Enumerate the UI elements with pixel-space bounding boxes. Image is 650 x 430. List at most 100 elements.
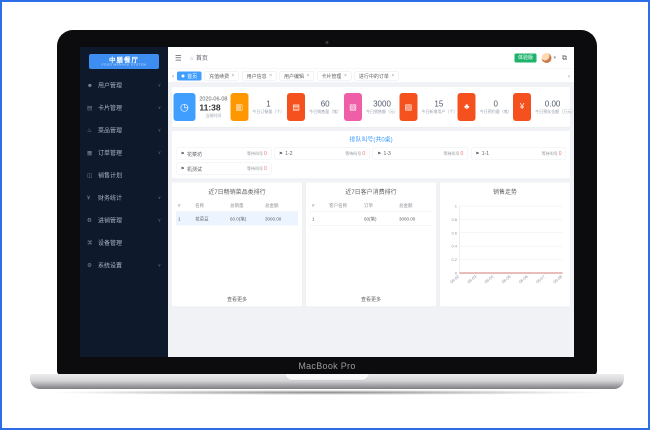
close-icon[interactable]: × — [343, 73, 347, 79]
chevron-down-icon: ∨ — [157, 217, 161, 223]
laptop-notch — [285, 374, 369, 381]
queue-cell: ⚑ 1-1 等待叫号 0 — [470, 147, 566, 160]
breadcrumb[interactable]: 首页 — [195, 54, 208, 62]
queue-cell: ⚑ 1-3 等待叫号 0 — [372, 147, 468, 160]
sidebar-item-finance[interactable]: ¥ 财务统计 ∨ — [87, 194, 161, 202]
svg-text:06-07: 06-07 — [535, 273, 547, 284]
home-icon: ⌂ — [189, 54, 194, 62]
sidebar-item-cards[interactable]: ▤ 卡片管理 ∨ — [87, 104, 161, 112]
queue-panel: 排队叫号(共0桌) ⚑ 花菜坊 等待叫号 0 ⚑ 1-2 等待叫号 0 ⚑ 1-3 等待叫号 0 … — [172, 131, 570, 179]
svg-text:0: 0 — [455, 271, 458, 276]
dish-rank-table: # 名称 总销量 总金额 1 花菜豆 60.0(笔) — [176, 199, 298, 226]
dish-rank-card: 近7日畅销菜品类排行 # 名称 总销量 总金额 1 — [172, 182, 302, 307]
close-icon[interactable]: × — [269, 73, 273, 79]
finance-icon: ¥ — [87, 194, 91, 201]
tab-user-info[interactable]: 用户信息 × — [242, 71, 277, 81]
macbook-label: MacBook Pro — [298, 361, 356, 371]
svg-text:06-04: 06-04 — [483, 273, 495, 284]
tab-card-manage[interactable]: 卡片管理 × — [316, 71, 352, 81]
close-icon[interactable]: × — [306, 73, 310, 79]
tag-icon: ⚑ — [475, 150, 480, 156]
chevron-down-icon: ∨ — [157, 105, 161, 110]
sales-icon: ◫ — [87, 172, 93, 179]
topbar: ☰ ⌂ 首页 体验版 ▾ ⧉ — [168, 47, 574, 69]
user-icon: ☻ — [87, 82, 93, 89]
sidebar-item-supply[interactable]: ♻ 进销管理 ∨ — [87, 217, 161, 224]
yuan-icon: ¥ — [513, 93, 532, 121]
tab-user-edit[interactable]: 用户编辑 × — [279, 71, 314, 81]
card-icon: ▤ — [87, 105, 93, 111]
dish-icon: ♨ — [87, 127, 92, 134]
active-dot — [181, 74, 185, 78]
tab-ongoing-orders[interactable]: 进行中的订单 × — [354, 71, 399, 81]
svg-text:0.8: 0.8 — [451, 217, 457, 222]
new-user-icon: ▨ — [399, 93, 418, 121]
app-title: 中膳餐厅 — [108, 56, 139, 64]
sidebar-item-settings[interactable]: ⚙ 系统设置 ∨ — [87, 262, 161, 269]
receipt-icon: ▤ — [287, 93, 306, 121]
close-icon[interactable]: × — [391, 73, 395, 79]
stat-deposit: ¥ 0.00 今日预存金额（万元） — [513, 93, 574, 121]
stat-reservations: ♣ 0 今日预约量（笔） — [456, 93, 513, 121]
status-badge: 体验版 — [514, 53, 537, 63]
stat-sales-count: ▤ 60 今日销售量（笔） — [286, 93, 343, 121]
customer-rank-table: # 客户名称 订单 总金额 1 60(笔) — [310, 199, 432, 226]
laptop-screen: 中膳餐厅 FOOD MANAGE SYSTEM ☻ 用户管理 ∨ ▤ 卡片管理 ∨ ♨ 菜… — [57, 30, 597, 375]
chevron-down-icon: ∨ — [157, 195, 161, 200]
close-icon[interactable]: × — [231, 73, 235, 79]
dashboard-app: 中膳餐厅 FOOD MANAGE SYSTEM ☻ 用户管理 ∨ ▤ 卡片管理 ∨ ♨ 菜… — [80, 47, 574, 357]
svg-text:06-03: 06-03 — [466, 273, 478, 284]
clock-icon: ◷ — [173, 93, 196, 121]
stat-sales-amount: ▧ 3000 今日销售额（元） — [343, 93, 400, 121]
chevron-down-icon[interactable]: ▾ — [553, 55, 556, 61]
tag-icon: ⚑ — [278, 150, 283, 156]
tabs-scroll-left-icon[interactable]: ‹ — [172, 72, 175, 80]
main-area: ☰ ⌂ 首页 体验版 ▾ ⧉ ‹ 首页 充值续费 × 用户信息 × — [168, 47, 574, 357]
sidebar-item-orders[interactable]: ▦ 订单管理 ∨ — [87, 149, 161, 157]
dashboard-content: ◷ 2020-06-08 11:38 当前时间 ▥ 1 今日订餐量（个） — [168, 83, 574, 357]
chevron-down-icon: ∨ — [157, 150, 161, 155]
webcam-icon — [325, 41, 329, 44]
stat-time: 11:38 — [199, 103, 221, 113]
chart-title: 销售走势 — [492, 188, 517, 196]
tag-icon: ⚑ — [180, 150, 185, 156]
stat-current-time: ◷ 2020-06-08 11:38 当前时间 — [172, 93, 229, 121]
tabs-scroll-right-icon[interactable]: › — [567, 72, 570, 80]
table-row: 1 花菜豆 60.0(笔) 3000.00 — [176, 211, 298, 226]
dish-more-link[interactable]: 查看更多 — [227, 297, 247, 303]
tab-bar: ‹ 首页 充值续费 × 用户信息 × 用户编辑 × 卡片管理 × 进行中的订单 × › — [168, 69, 574, 83]
svg-text:0.6: 0.6 — [451, 230, 457, 235]
stat-new-users: ▨ 15 今日新增用户（个） — [399, 93, 457, 121]
money-bag-icon: ▧ — [344, 93, 363, 121]
avatar[interactable] — [541, 52, 552, 63]
share-icon: ♣ — [457, 93, 476, 121]
gear-icon: ⚙ — [87, 262, 92, 269]
sidebar-item-users[interactable]: ☻ 用户管理 ∨ — [87, 82, 161, 89]
tab-home[interactable]: 首页 — [177, 71, 202, 81]
sidebar-item-dishes[interactable]: ♨ 菜品管理 ∨ — [87, 127, 161, 134]
svg-text:06-06: 06-06 — [518, 273, 530, 284]
queue-cell: ⚑ 机测试 等待叫号 0 — [176, 162, 272, 175]
customer-more-link[interactable]: 查看更多 — [361, 297, 381, 303]
tag-icon: ⚑ — [377, 150, 382, 156]
svg-text:06-08: 06-08 — [552, 273, 564, 284]
svg-text:1: 1 — [455, 204, 458, 209]
chevron-down-icon: ∨ — [157, 262, 161, 268]
chevron-down-icon: ∨ — [157, 127, 161, 133]
tag-icon: ⚑ — [180, 165, 185, 171]
meal-icon: ▥ — [230, 93, 249, 121]
line-chart: 0 0.2 0.4 0.6 0.8 1 06-02 06-03 06-04 06-05 06-06 0… — [449, 204, 564, 285]
fullscreen-icon[interactable]: ⧉ — [562, 53, 567, 62]
app-subtitle: FOOD MANAGE SYSTEM — [101, 63, 147, 67]
stat-meal-orders: ▥ 1 今日订餐量（个） — [229, 93, 286, 121]
sidebar-item-sales-plan[interactable]: ◫ 销售计划 — [87, 172, 123, 179]
hamburger-icon[interactable]: ☰ — [175, 53, 182, 63]
svg-text:06-02: 06-02 — [449, 273, 461, 284]
tab-recharge[interactable]: 充值续费 × — [204, 71, 240, 81]
sidebar-menu: ☻ 用户管理 ∨ ▤ 卡片管理 ∨ ♨ 菜品管理 ∨ ▦ 订单管理 ∨ ◫ 销售计划 ¥ 财务统计 ∨… — [80, 74, 168, 277]
sidebar-item-devices[interactable]: ⌘ 设备管理 — [87, 239, 123, 247]
svg-text:0.4: 0.4 — [451, 244, 457, 249]
stat-date: 2020-06-08 — [199, 95, 228, 102]
queue-cell: ⚑ 花菜坊 等待叫号 0 — [176, 147, 272, 160]
queue-title: 排队叫号(共0桌) — [349, 136, 393, 143]
